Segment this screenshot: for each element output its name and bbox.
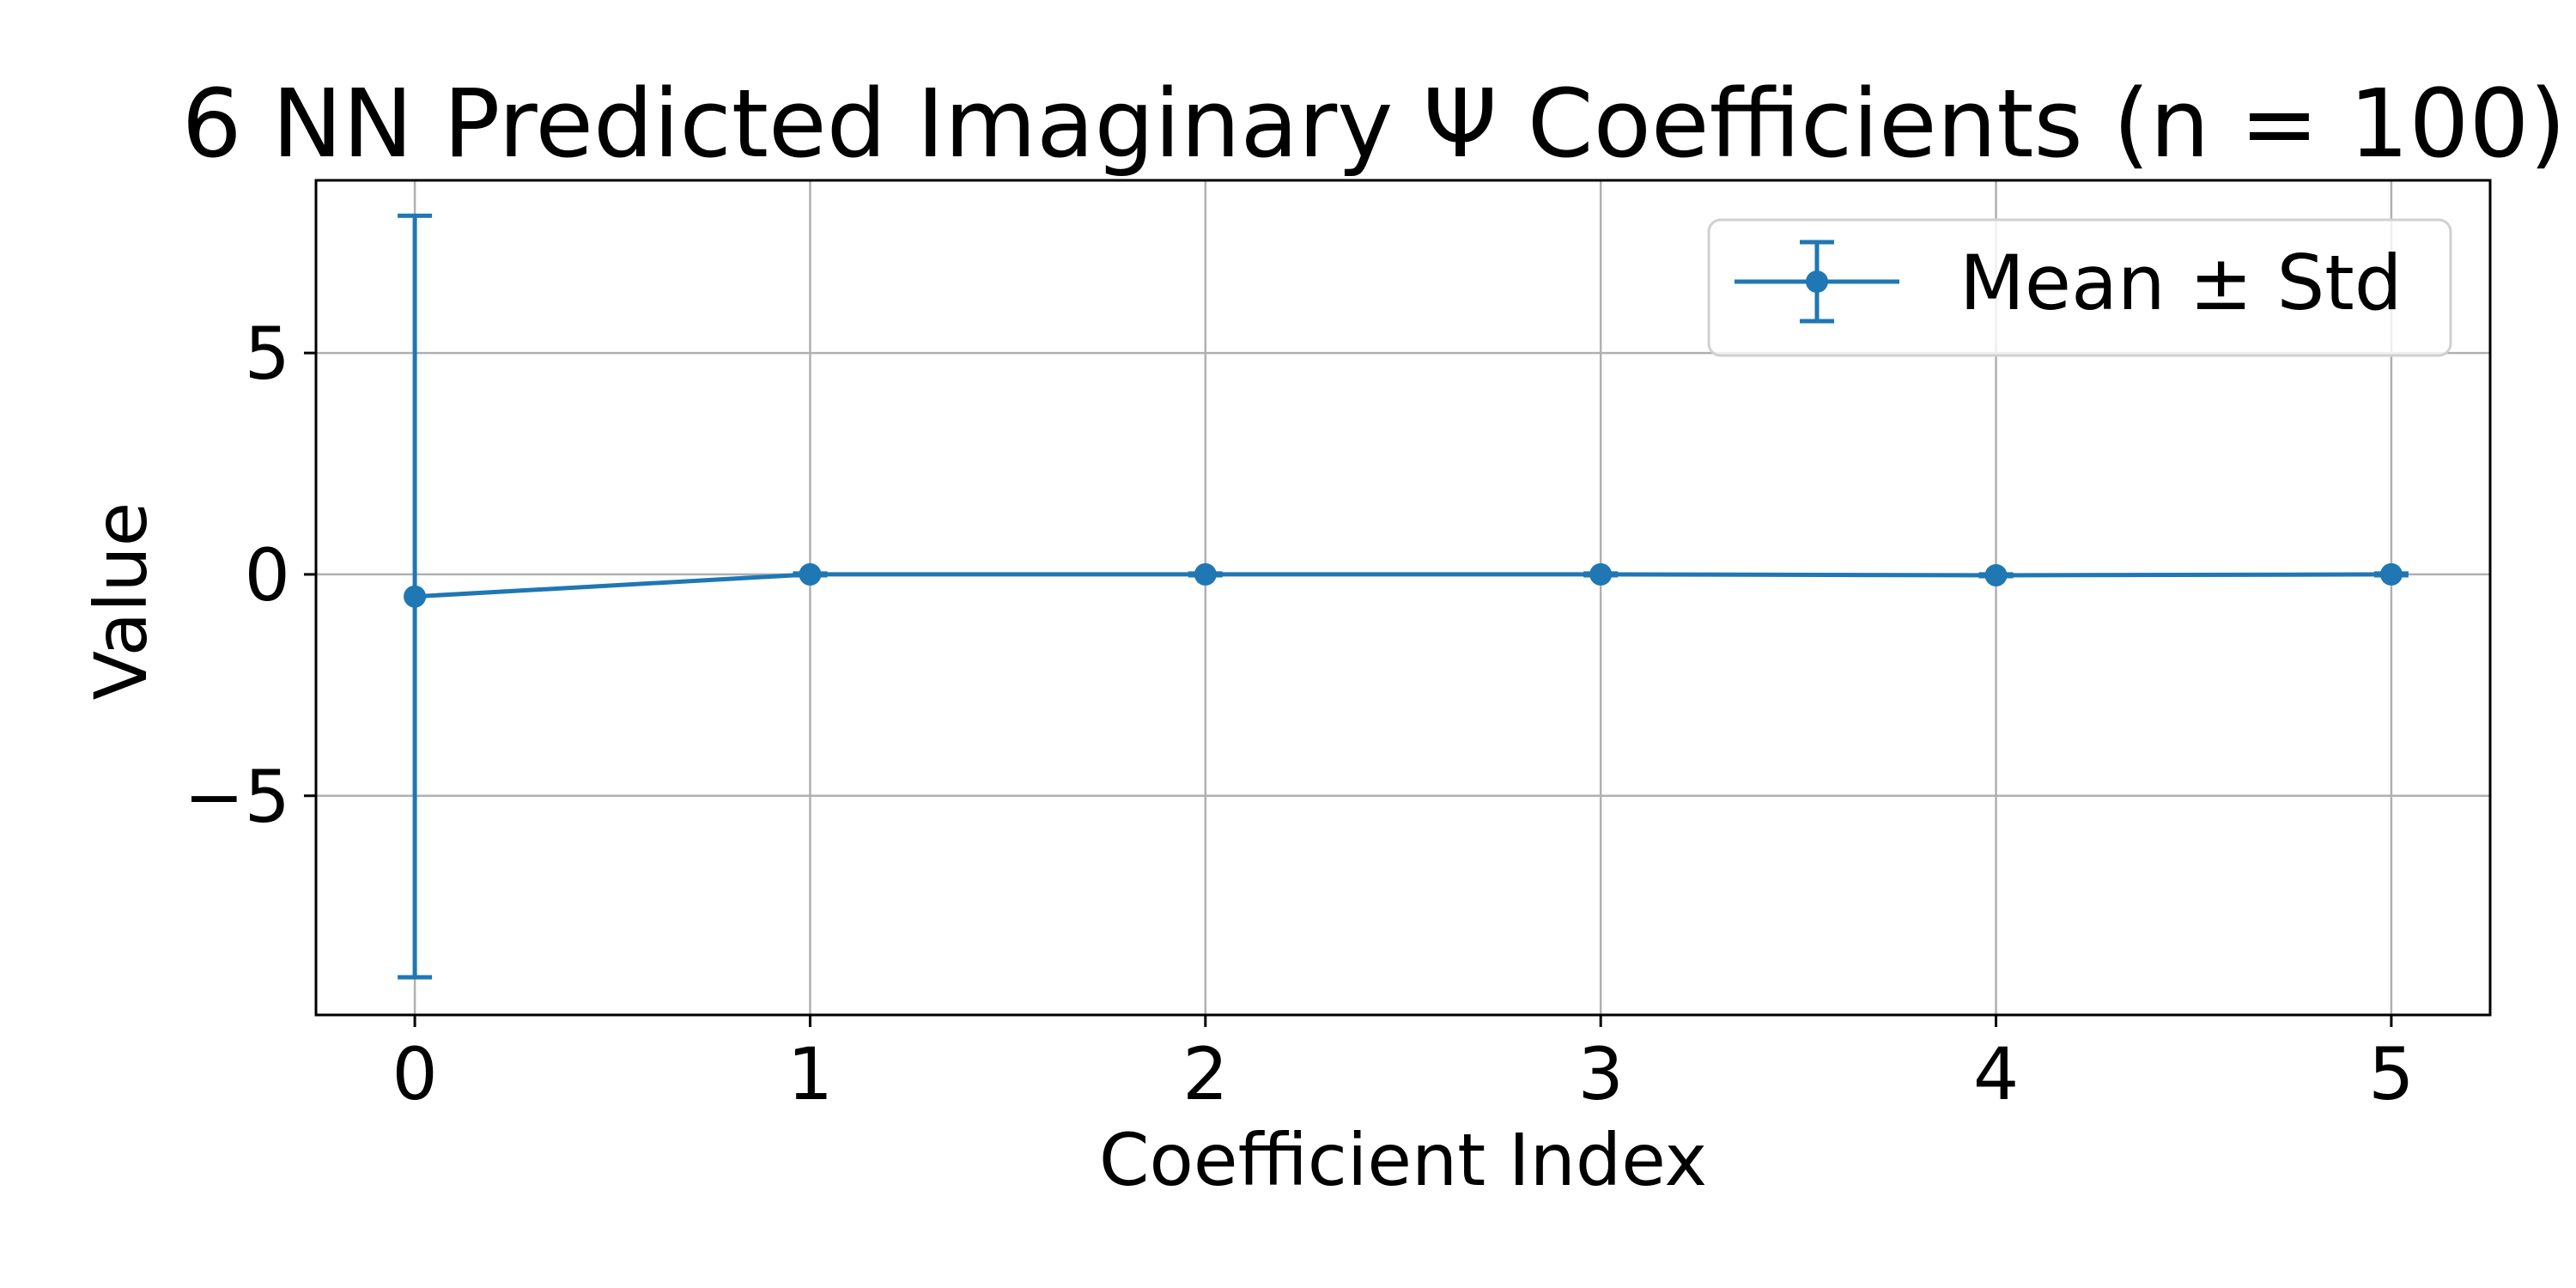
x-tick-label: 5 xyxy=(2368,1032,2414,1116)
x-axis-label: Coefficient Index xyxy=(1099,1118,1707,1202)
data-point xyxy=(1194,562,1217,586)
y-tick-label: 0 xyxy=(245,533,290,617)
chart-title: 6 NN Predicted Imaginary Ψ Coefficients … xyxy=(182,69,2567,179)
data-point xyxy=(1589,562,1613,586)
data-point xyxy=(2379,562,2403,586)
data-point xyxy=(799,562,822,586)
data-point xyxy=(1984,563,2008,586)
ticks: 0 1 2 3 4 5 5 0 −5 xyxy=(184,312,2414,1116)
legend: Mean ± Std xyxy=(1707,218,2452,357)
x-tick-label: 2 xyxy=(1182,1032,1228,1116)
legend-marker xyxy=(1806,270,1828,293)
x-tick-label: 1 xyxy=(787,1032,833,1116)
x-tick-label: 3 xyxy=(1577,1032,1623,1116)
data-point xyxy=(404,585,427,608)
plot-frame xyxy=(314,179,2492,1017)
y-axis-label: Value xyxy=(79,502,163,701)
legend-label: Mean ± Std xyxy=(1959,239,2403,327)
legend-box xyxy=(1707,218,2452,357)
series-line xyxy=(414,572,2391,599)
y-tick-label: −5 xyxy=(184,755,290,839)
x-tick-label: 4 xyxy=(1973,1032,2019,1116)
x-tick-label: 0 xyxy=(392,1032,437,1116)
data-layer xyxy=(398,213,2409,980)
y-tick-label: 5 xyxy=(245,312,290,396)
